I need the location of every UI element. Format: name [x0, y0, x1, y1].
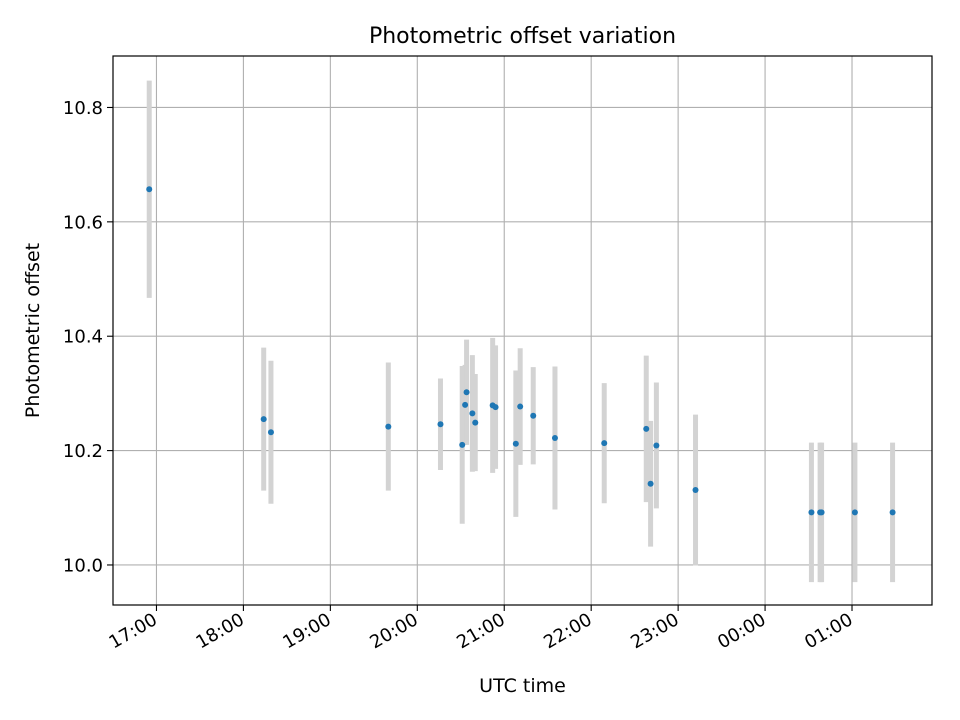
y-tick-label: 10.6 — [63, 212, 103, 233]
y-tick-label: 10.0 — [63, 555, 103, 576]
data-point — [492, 404, 499, 411]
data-point — [643, 425, 650, 432]
data-point — [647, 480, 654, 487]
data-point — [601, 440, 608, 447]
chart-title: Photometric offset variation — [369, 24, 676, 49]
y-tick-label: 10.8 — [63, 98, 103, 119]
plot-frame — [112, 55, 933, 606]
data-point — [818, 509, 825, 516]
data-points — [146, 186, 896, 516]
data-point — [146, 186, 153, 193]
data-point — [808, 509, 815, 516]
data-point — [517, 403, 524, 410]
data-point — [437, 421, 444, 428]
data-point — [653, 442, 660, 449]
data-point — [512, 440, 519, 447]
data-point — [463, 389, 470, 396]
data-point — [385, 423, 392, 430]
data-point — [692, 487, 699, 494]
y-axis-label: Photometric offset — [22, 243, 44, 418]
data-point — [267, 429, 274, 436]
y-tick-label: 10.2 — [63, 441, 103, 462]
x-axis-label: UTC time — [479, 675, 566, 697]
y-tick-label: 10.4 — [63, 327, 103, 348]
data-point — [472, 419, 479, 426]
data-point — [530, 412, 537, 419]
data-point — [469, 410, 476, 417]
data-point — [889, 509, 896, 516]
data-point — [260, 416, 267, 423]
data-point — [551, 435, 558, 442]
data-point — [851, 509, 858, 516]
data-point — [462, 401, 469, 408]
data-point — [459, 441, 466, 448]
